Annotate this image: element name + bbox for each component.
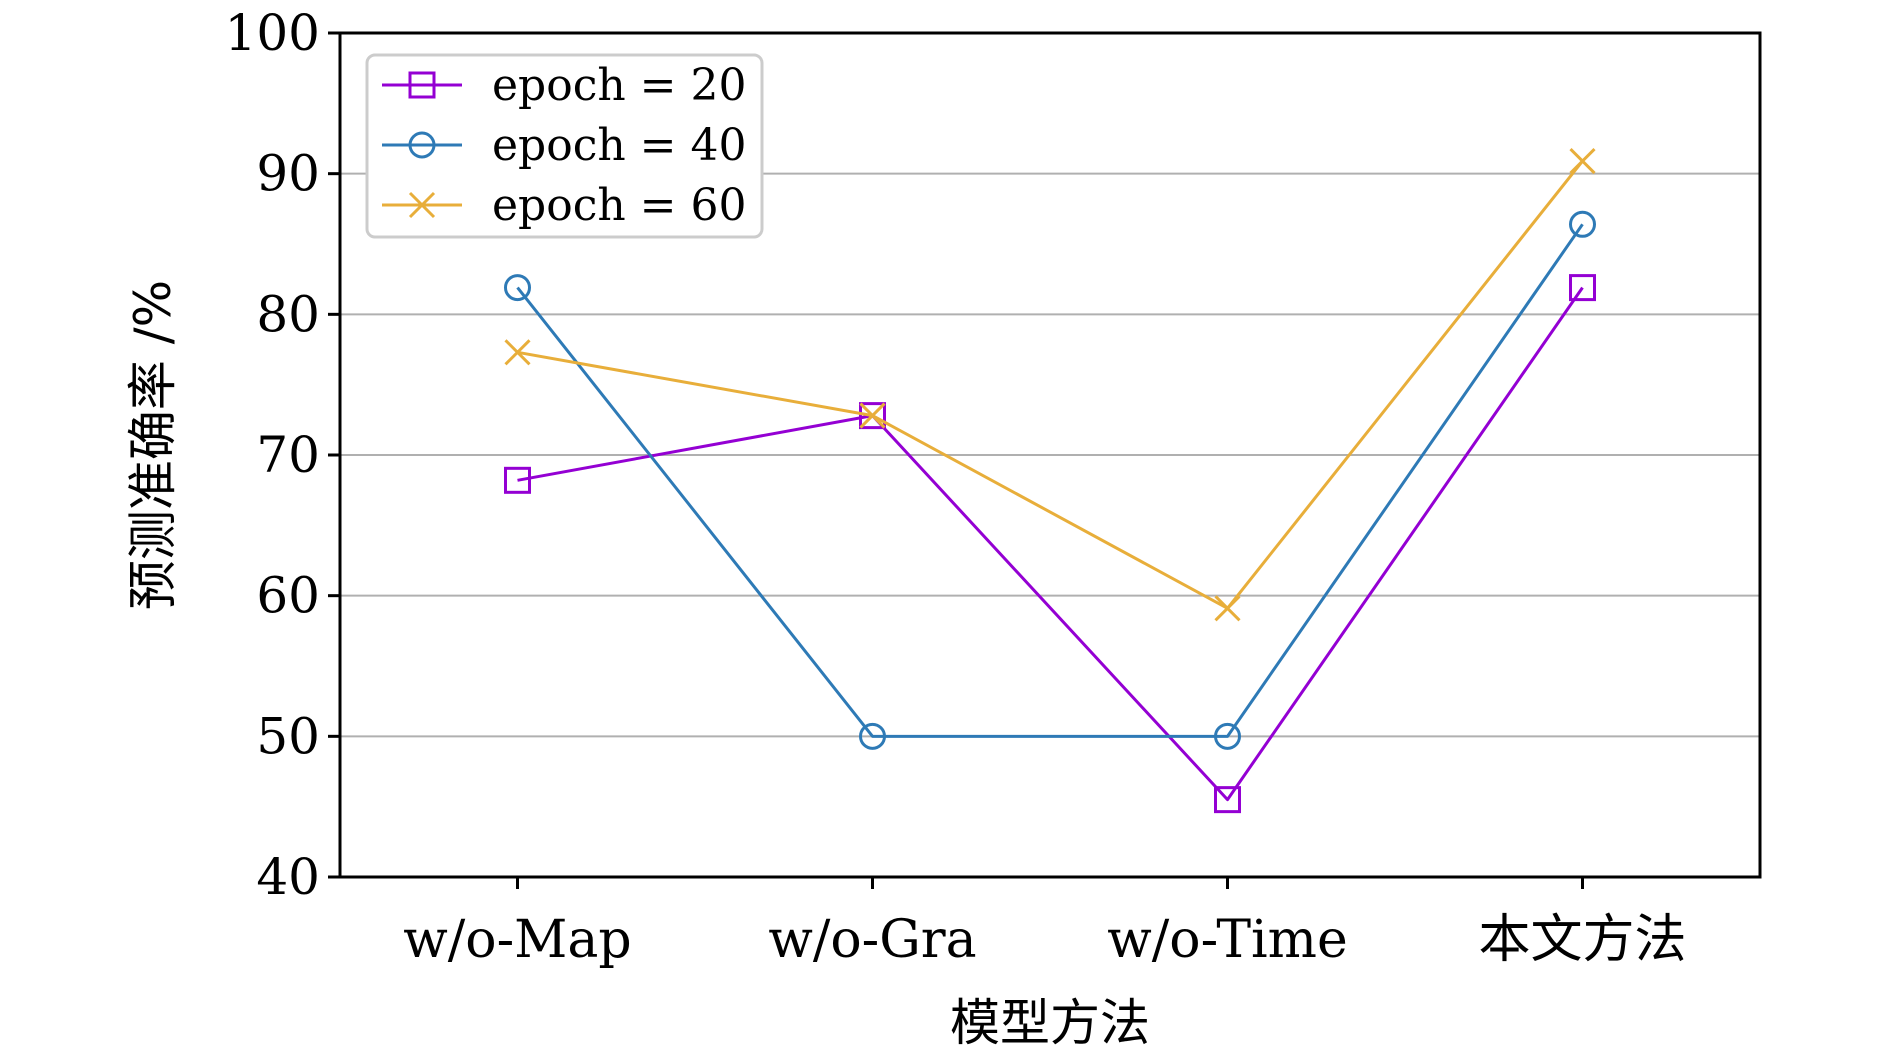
series-line <box>516 223 1584 738</box>
data-point <box>1214 722 1241 750</box>
data-point <box>1569 274 1596 302</box>
y-tick-label: 80 <box>256 285 320 343</box>
x-tick-label: w/o-Map <box>403 910 631 970</box>
series-2 <box>504 210 1596 750</box>
y-tick-label: 90 <box>256 145 320 203</box>
legend-marker <box>408 191 436 219</box>
x-marker-stroke <box>1569 147 1596 175</box>
x-tick-label: w/o-Time <box>1107 910 1347 970</box>
legend-label: epoch = 40 <box>492 120 747 171</box>
series-group <box>504 147 1596 814</box>
data-point <box>859 722 886 750</box>
data-point <box>504 339 531 366</box>
legend-entry: epoch = 60 <box>382 180 747 231</box>
legend-marker <box>408 131 436 159</box>
y-tick-label: 70 <box>256 426 320 484</box>
legend-box <box>365 53 764 239</box>
x-marker-stroke <box>408 191 436 219</box>
x-marker-stroke <box>859 402 886 429</box>
axes: 40 50 60 70 80 90 100 w/o-Map w/o-Gra w/o-Time 本文方… <box>225 4 1687 970</box>
legend-label: epoch = 60 <box>492 180 747 231</box>
legend-entry: epoch = 40 <box>382 120 747 171</box>
data-point <box>1214 595 1241 622</box>
y-tick-label: 100 <box>225 4 320 62</box>
data-point <box>1214 786 1241 814</box>
series-1 <box>504 274 1596 814</box>
x-axis-title: 模型方法 <box>950 994 1150 1052</box>
legend: epoch = 20 epoch = 40 epoch = 60 <box>365 53 764 239</box>
data-point <box>1569 147 1596 175</box>
legend-label: epoch = 20 <box>492 60 747 111</box>
gridlines <box>340 172 1760 738</box>
y-tick-label: 40 <box>256 848 320 906</box>
legend-entry: epoch = 20 <box>382 60 747 111</box>
y-tick-label: 60 <box>256 567 320 625</box>
data-point <box>1569 210 1596 238</box>
data-point <box>504 466 531 494</box>
y-axis-title: 预测准确率 /% <box>124 280 182 610</box>
x-tick-label: 本文方法 <box>1478 910 1686 970</box>
series-line <box>517 286 1584 802</box>
y-tick-label: 50 <box>256 707 320 765</box>
x-marker-stroke <box>1214 595 1241 622</box>
legend-marker <box>408 71 436 99</box>
series-line <box>517 160 1584 610</box>
data-point <box>859 402 886 429</box>
x-marker-stroke <box>504 339 531 366</box>
data-point <box>504 274 531 302</box>
series-3 <box>504 147 1596 622</box>
data-point <box>859 402 886 430</box>
x-tick-label: w/o-Gra <box>768 910 976 970</box>
